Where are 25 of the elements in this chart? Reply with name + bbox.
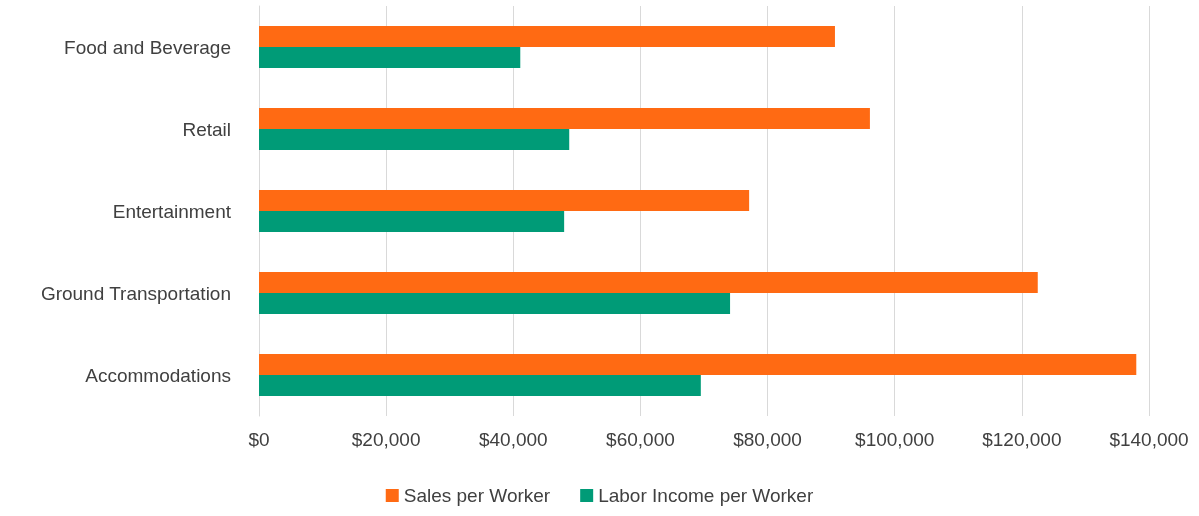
x-tick-label: $40,000: [478, 429, 548, 450]
bar: [259, 272, 1038, 293]
bar: [259, 375, 701, 396]
x-tick-label: $120,000: [982, 429, 1062, 450]
bar: [259, 190, 750, 211]
x-tick-label: $80,000: [733, 429, 802, 450]
bar: [259, 354, 1137, 375]
x-tick-label: $140,000: [1109, 429, 1189, 450]
legend-label: Sales per Worker: [403, 485, 551, 506]
bar: [259, 211, 565, 232]
x-tick-label: $20,000: [351, 429, 421, 450]
x-tick-label: $100,000: [855, 429, 935, 450]
bar: [259, 293, 731, 314]
bar: [259, 47, 521, 68]
y-tick-label: Ground Transportation: [40, 282, 231, 304]
legend-label: Labor Income per Worker: [598, 485, 814, 506]
x-tick-label: $60,000: [606, 429, 675, 450]
x-tick-label: $0: [248, 429, 270, 450]
y-tick-label: Accommodations: [85, 364, 231, 386]
bar: [259, 108, 870, 129]
y-tick-label: Food and Beverage: [64, 36, 231, 58]
bar: [259, 26, 835, 47]
bar: [259, 129, 570, 150]
y-tick-label: Entertainment: [112, 200, 232, 222]
y-tick-label: Retail: [182, 118, 231, 140]
